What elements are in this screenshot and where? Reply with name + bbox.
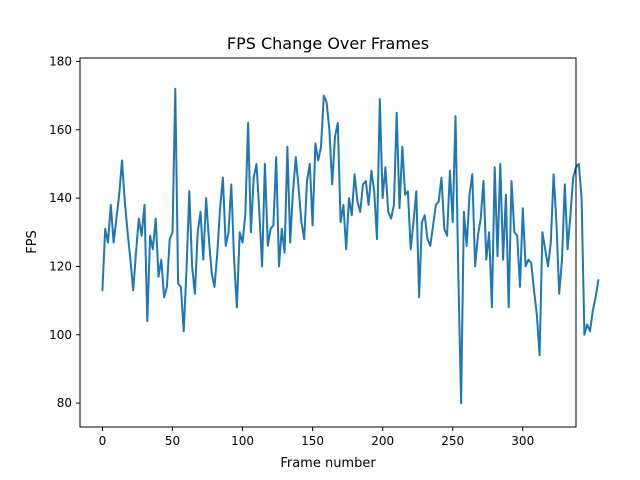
chart-title: FPS Change Over Frames (227, 34, 429, 53)
plot-frame (79, 57, 577, 428)
y-tick-label: 140 (49, 191, 72, 205)
y-tick-label: 80 (57, 396, 72, 410)
fps-series-line (101, 87, 600, 405)
x-tick-label: 0 (99, 434, 107, 448)
y-tick-label: 120 (49, 259, 72, 273)
x-axis-label: Frame number (280, 456, 376, 471)
y-axis-label: FPS (25, 230, 40, 254)
y-tick-label: 160 (49, 123, 72, 137)
y-axis-ticks: 80 100 120 140 160 180 (49, 54, 80, 410)
x-tick-label: 50 (165, 434, 180, 448)
y-tick-label: 100 (49, 328, 72, 342)
x-axis-ticks: 0 50 100 150 200 250 300 (99, 427, 534, 448)
y-tick-label: 180 (49, 54, 72, 68)
x-tick-label: 100 (231, 434, 254, 448)
x-tick-label: 150 (301, 434, 324, 448)
x-tick-label: 200 (371, 434, 394, 448)
x-tick-label: 300 (511, 434, 534, 448)
x-tick-label: 250 (441, 434, 464, 448)
